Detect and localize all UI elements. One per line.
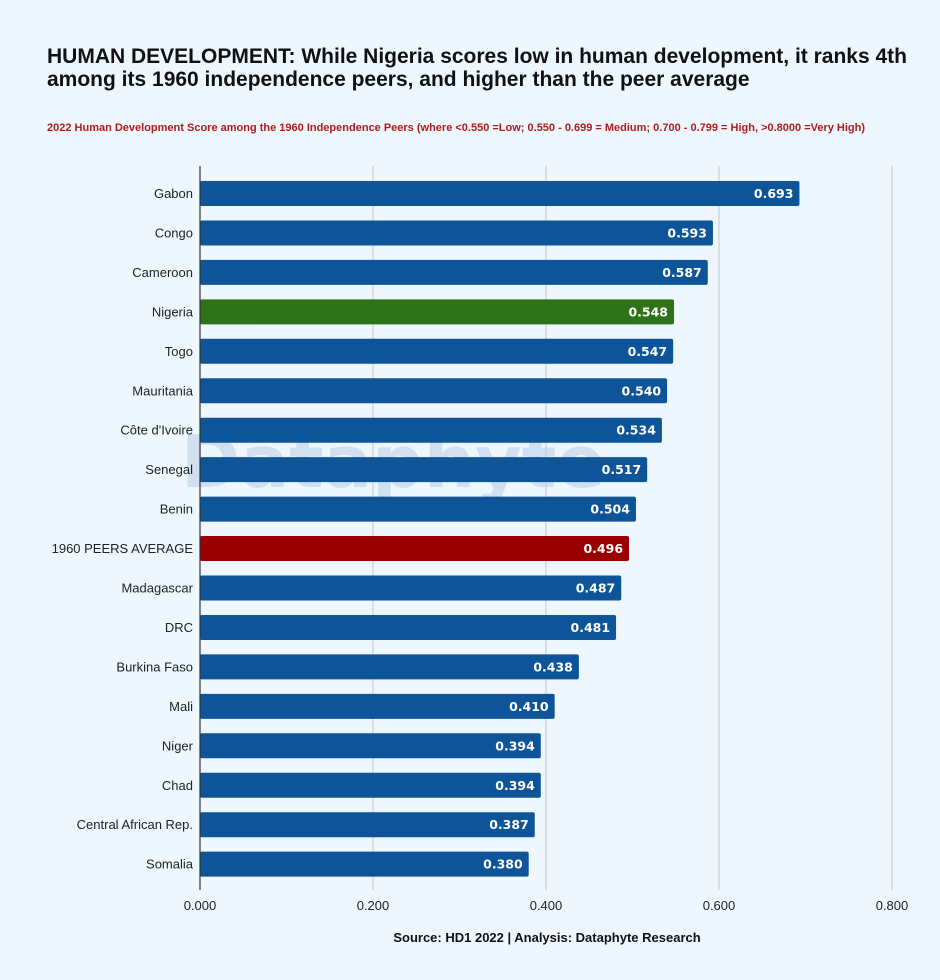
bar (200, 733, 541, 759)
y-tick-label: Somalia (146, 857, 194, 872)
bar (200, 378, 668, 404)
bar (200, 338, 674, 364)
bar-value-label: 0.394 (495, 738, 535, 753)
bar (200, 536, 630, 562)
y-tick-label: Côte d'Ivoire (120, 423, 193, 438)
y-tick-label: Nigeria (152, 304, 194, 319)
bar-value-label: 0.587 (662, 265, 702, 280)
y-tick-label: Burkina Faso (116, 659, 193, 674)
bar (200, 417, 662, 443)
y-tick-label: 1960 PEERS AVERAGE (52, 541, 194, 556)
y-tick-label: Chad (162, 778, 193, 793)
y-tick-label: Mali (169, 699, 193, 714)
bar-value-label: 0.438 (533, 659, 573, 674)
y-tick-label: Benin (160, 502, 193, 517)
y-tick-label: Cameroon (132, 265, 193, 280)
x-tick-label: 0.400 (530, 898, 563, 913)
source-note: Source: HD1 2022 | Analysis: Dataphyte R… (393, 930, 701, 945)
chart-subtitle: 2022 Human Development Score among the 1… (47, 122, 866, 134)
bar-value-label: 0.534 (616, 423, 656, 438)
bar-value-label: 0.504 (590, 502, 630, 517)
bar-value-label: 0.547 (628, 344, 668, 359)
bar (200, 299, 675, 325)
grid-lines (372, 166, 893, 890)
bar-value-label: 0.487 (576, 581, 616, 596)
axes: 0.000 0.200 0.400 0.600 0.800 Gabon Congo Camer… (52, 166, 909, 913)
bar-value-label: 0.394 (495, 778, 535, 793)
x-tick-label: 0.600 (703, 898, 736, 913)
y-tick-label: Senegal (145, 462, 193, 477)
bar (200, 575, 622, 601)
bar-value-label: 0.410 (509, 699, 549, 714)
bar (200, 772, 541, 798)
bar-value-label: 0.496 (583, 541, 623, 556)
bar (200, 496, 636, 522)
x-tick-label: 0.000 (184, 898, 217, 913)
bar (200, 457, 648, 483)
bar (200, 614, 617, 640)
y-tick-label: Togo (165, 344, 193, 359)
chart-title: HUMAN DEVELOPMENT: While Nigeria scores … (47, 45, 907, 91)
bar-value-label: 0.517 (602, 462, 642, 477)
x-tick-label: 0.200 (357, 898, 390, 913)
bar-value-label: 0.387 (489, 817, 529, 832)
bar (200, 220, 713, 246)
y-tick-label: DRC (165, 620, 193, 635)
bar-value-label: 0.593 (667, 225, 707, 240)
bar (200, 181, 800, 206)
bar (200, 693, 555, 719)
bar-value-label: 0.380 (483, 857, 523, 872)
y-tick-label: Gabon (154, 186, 193, 201)
bar (200, 812, 535, 838)
bar-value-label: 0.540 (622, 383, 662, 398)
x-tick-label: 0.800 (876, 898, 909, 913)
y-tick-label: Niger (162, 738, 194, 753)
bars: 0.693 0.593 0.587 0.548 0.547 0.540 0.534 0.517… (200, 181, 800, 877)
bar (200, 654, 579, 680)
bar-value-label: 0.481 (571, 620, 611, 635)
y-tick-label: Madagascar (121, 581, 193, 596)
y-tick-label: Central African Rep. (77, 817, 193, 832)
y-tick-label: Mauritania (132, 383, 193, 398)
bar-value-label: 0.693 (754, 186, 794, 201)
bar (200, 851, 529, 877)
bar-chart: Dataphyte 0.6930.5930.5870.5480.5470.540… (52, 166, 909, 913)
bar (200, 259, 708, 285)
y-tick-label: Congo (155, 225, 193, 240)
bar-value-label: 0.548 (628, 304, 668, 319)
